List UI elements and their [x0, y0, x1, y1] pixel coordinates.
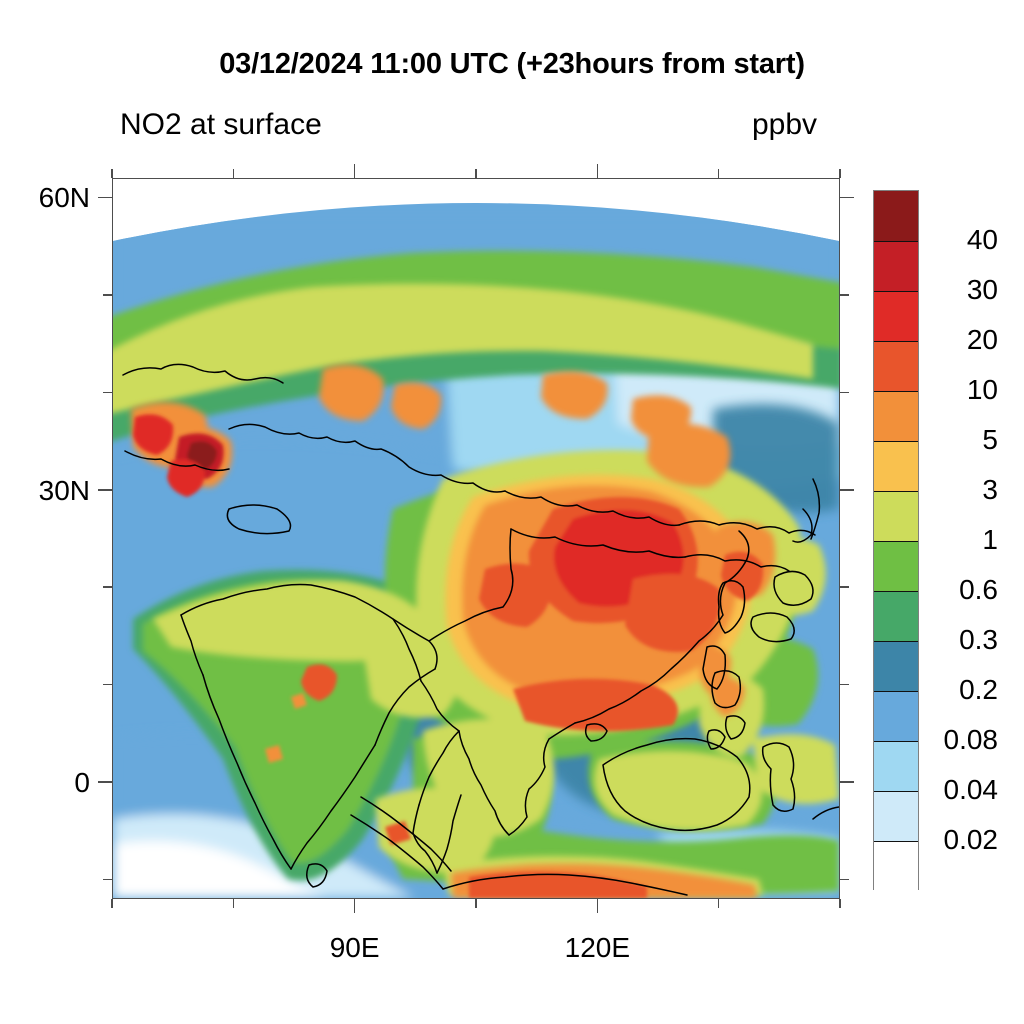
x-axis-tick	[596, 899, 599, 913]
x-axis-tick	[717, 899, 720, 908]
y-axis-tick	[98, 781, 112, 783]
y-axis-tick	[103, 391, 112, 394]
colorbar-band	[874, 591, 918, 641]
y-axis-tick	[840, 294, 849, 296]
colorbar-tick-label: 30	[966, 274, 998, 305]
y-axis-tick	[840, 586, 849, 588]
colorbar-band	[874, 541, 918, 591]
y-axis-tick	[103, 683, 112, 686]
colorbar-tick-label: 0.3	[959, 624, 998, 655]
colorbar-band	[874, 491, 918, 541]
y-axis-tick	[103, 586, 112, 588]
map-plot-area[interactable]: WRF-Chem_NCAR_YSU	[112, 178, 840, 899]
colorbar-tick-label: 0.08	[943, 724, 999, 755]
y-axis-tick	[840, 878, 849, 881]
colorbar-labels: 40 30 20 10 5 3 1 0.6 0.3 0.2 0.08 0.04 0.02	[920, 190, 1004, 890]
colorbar-tick-label: 20	[966, 324, 998, 355]
y-axis-tick	[840, 391, 849, 394]
y-axis-tick	[98, 488, 112, 491]
coastline-overlay	[122, 363, 839, 896]
x-axis-tick	[839, 899, 841, 908]
colorbar-band	[874, 741, 918, 791]
y-axis-tick	[840, 781, 854, 783]
colorbar-tick-label: 40	[966, 224, 998, 255]
x-axis-tick	[475, 169, 477, 178]
x-axis-tick	[232, 169, 235, 178]
colorbar-band	[874, 391, 918, 441]
colorbar-band	[874, 291, 918, 341]
units-label: ppbv	[752, 108, 818, 141]
y-axis-tick	[103, 878, 112, 881]
colorbar-tick-label: 10	[966, 374, 998, 405]
x-axis-tick	[717, 169, 720, 178]
colorbar-tick-label: 5	[982, 424, 998, 455]
x-axis-tick	[353, 164, 356, 178]
x-axis-label: 90E	[329, 932, 380, 963]
colorbar-tick-label: 1	[982, 524, 998, 555]
y-axis-tick	[840, 488, 854, 491]
colorbar-tick-label: 0.6	[959, 574, 998, 605]
y-axis-label: 60N	[38, 182, 90, 214]
y-axis-tick	[840, 683, 849, 686]
y-axis-tick	[103, 294, 112, 296]
y-axis-tick	[98, 196, 112, 199]
x-axis-tick	[111, 169, 113, 178]
colorbar-tick-label: 0.02	[943, 824, 999, 855]
colorbar-band	[874, 341, 918, 391]
x-axis-label: 120E	[564, 932, 631, 963]
x-axis-tick	[596, 164, 599, 178]
y-axis-tick	[840, 196, 854, 199]
x-axis-tick	[839, 169, 841, 178]
page-title: 03/12/2024 11:00 UTC (+23hours from star…	[219, 48, 805, 80]
colorbar-tick-label: 0.04	[943, 774, 999, 805]
y-axis-label: 0	[74, 767, 90, 799]
no2-concentration-map	[113, 179, 839, 898]
colorbar-band	[874, 791, 918, 841]
colorbar-band	[874, 241, 918, 291]
colorbar-tick-label: 3	[982, 474, 998, 505]
colorbar-band	[874, 441, 918, 491]
colorbar-band	[874, 641, 918, 691]
colorbar-band	[874, 841, 918, 891]
x-axis-tick	[353, 899, 356, 913]
colorbar[interactable]	[873, 190, 919, 891]
colorbar-tick-label: 0.2	[959, 674, 998, 705]
field-label: NO2 at surface	[120, 108, 322, 141]
y-axis-label: 30N	[38, 474, 90, 506]
colorbar-band	[874, 691, 918, 741]
x-axis-tick	[111, 899, 113, 908]
colorbar-band	[874, 191, 918, 241]
x-axis-tick	[232, 899, 235, 908]
x-axis-tick	[475, 899, 477, 908]
